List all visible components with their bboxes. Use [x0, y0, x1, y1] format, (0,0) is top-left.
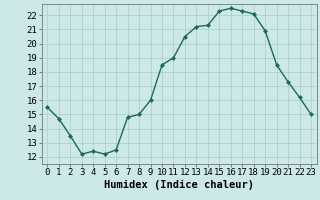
X-axis label: Humidex (Indice chaleur): Humidex (Indice chaleur) — [104, 180, 254, 190]
